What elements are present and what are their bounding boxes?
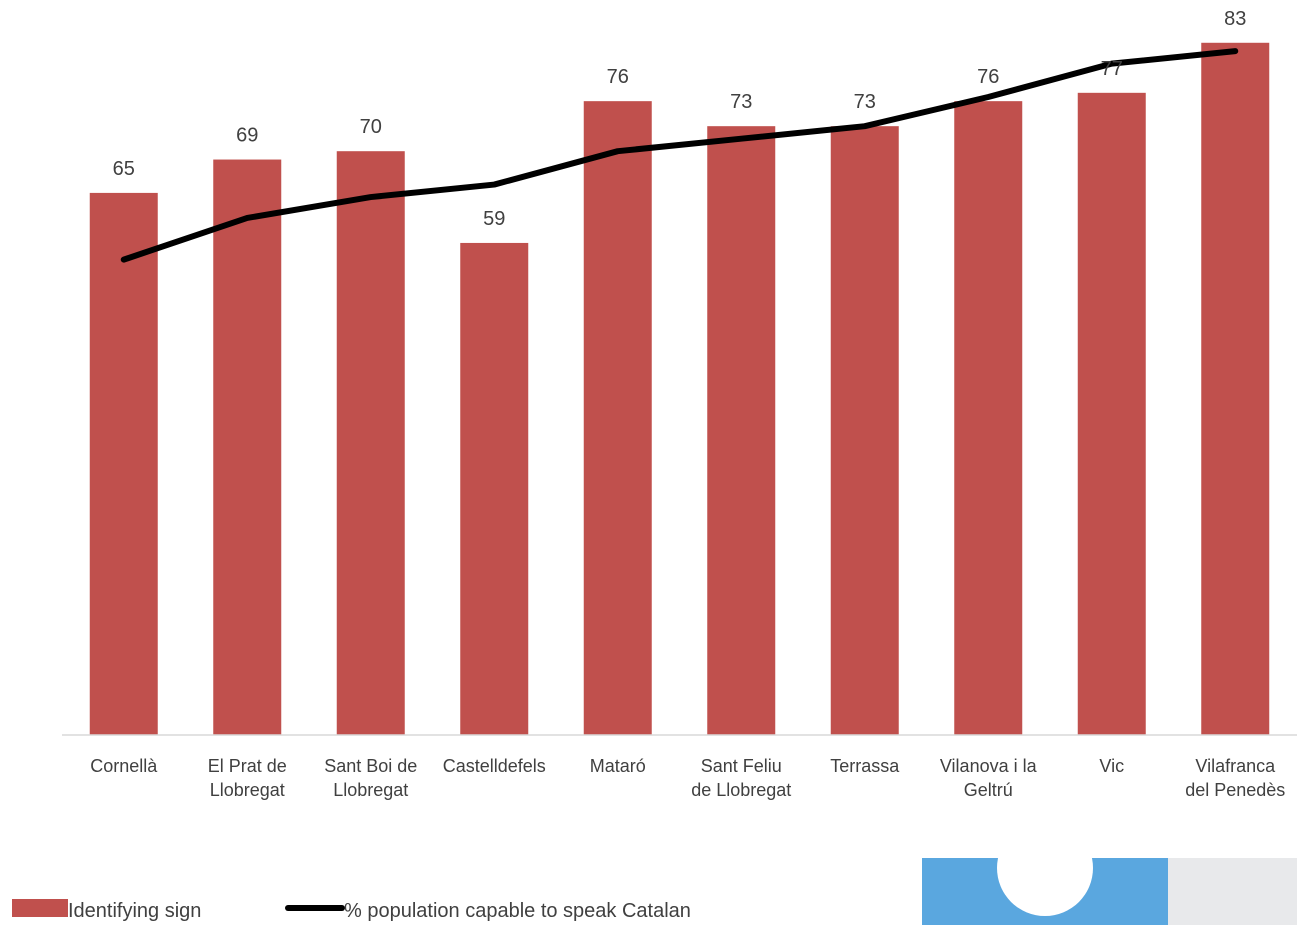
bar (707, 126, 776, 736)
bar (336, 151, 405, 735)
bar-series (89, 42, 1270, 736)
data-label: 69 (236, 125, 258, 147)
legend-label-line: % population capable to speak Catalan (344, 900, 691, 922)
x-tick-label: Mataró (590, 756, 646, 776)
bar (954, 101, 1023, 735)
value-labels: 65 69 70 59 76 73 73 76 77 83 (113, 8, 1247, 230)
bar (830, 126, 899, 736)
x-tick-label: Vilafranca del Penedès (1185, 756, 1285, 800)
bar (213, 159, 282, 736)
x-tick-label: El Prat de Llobregat (208, 756, 287, 800)
category-labels: Cornellà El Prat de Llobregat Sant Boi de Ll… (90, 756, 1285, 800)
bar (1201, 42, 1270, 735)
data-label: 83 (1224, 8, 1246, 30)
x-tick-label: Vilanova i la Geltrú (940, 756, 1038, 800)
bar (460, 242, 529, 735)
bar (89, 192, 158, 735)
legend: Identifying sign % population capable to… (12, 899, 691, 922)
x-tick-label: Cornellà (90, 756, 158, 776)
data-label: 70 (360, 116, 382, 138)
data-label: 65 (113, 158, 135, 180)
data-label: 73 (730, 91, 752, 113)
x-tick-label: Castelldefels (443, 756, 546, 776)
decorative-white-circle (997, 820, 1093, 916)
x-tick-label: Sant Boi de Llobregat (324, 756, 417, 800)
bar (583, 101, 652, 735)
bar (1077, 92, 1146, 735)
line-series-path (120, 48, 1239, 263)
x-tick-label: Sant Feliu de Llobregat (691, 756, 791, 800)
data-label: 59 (483, 208, 505, 230)
data-label: 76 (607, 66, 629, 88)
decorative-graphic (922, 820, 1297, 925)
data-label: 76 (977, 66, 999, 88)
data-label: 73 (854, 91, 876, 113)
decorative-grey-panel (1168, 858, 1297, 925)
legend-label-bar: Identifying sign (68, 900, 201, 922)
legend-swatch-bar (12, 899, 68, 917)
x-tick-label: Terrassa (830, 756, 900, 776)
data-label: 77 (1101, 58, 1123, 80)
x-tick-label: Vic (1099, 756, 1124, 776)
